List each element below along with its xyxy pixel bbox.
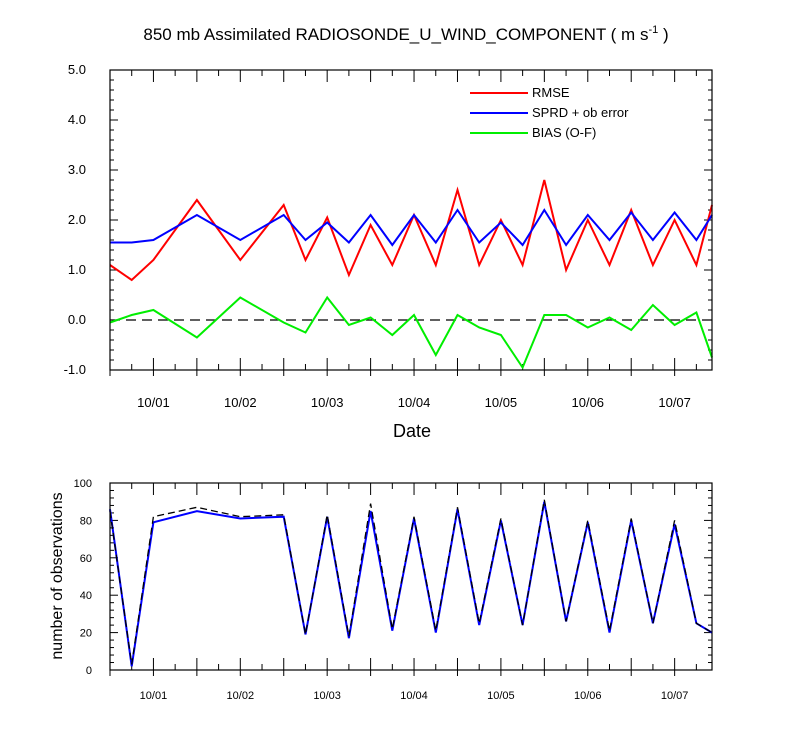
bottom-chart: 0 20 40 60 80 100 10/01 10/02 10/03 10/04 10/05 10… [49, 478, 713, 702]
x-tick-label: 10/02 [224, 395, 257, 410]
y-tick-label: 3.0 [68, 162, 86, 177]
top-chart: 850 mb Assimilated RADIOSONDE_U_WIND_COM… [64, 24, 713, 441]
y-tick-label: 100 [74, 478, 92, 490]
legend-label-bias: BIAS (O-F) [532, 125, 596, 140]
x-tick-label: 10/01 [140, 690, 168, 702]
x-tick-label: 10/06 [572, 395, 605, 410]
y-tick-label: 80 [80, 515, 92, 527]
y-tick-label: 0 [86, 665, 92, 677]
x-tick-label: 10/02 [227, 690, 255, 702]
possible-observations-line [109, 499, 713, 665]
legend: RMSE SPRD + ob error BIAS (O-F) [470, 85, 629, 140]
chart-title: 850 mb Assimilated RADIOSONDE_U_WIND_COM… [143, 24, 668, 44]
x-axis-title: Date [393, 421, 431, 441]
y-tick-label: 1.0 [68, 262, 86, 277]
bottom-plot-frame [109, 482, 713, 671]
legend-label-sprd: SPRD + ob error [532, 105, 629, 120]
y-axis-title-observations: number of observations [49, 492, 66, 659]
y-tick-label: -1.0 [64, 362, 86, 377]
sprd-line [110, 208, 713, 247]
x-tick-label: 10/01 [137, 395, 170, 410]
x-tick-label: 10/04 [400, 690, 428, 702]
y-tick-label: 5.0 [68, 62, 86, 77]
assimilated-observations-line [109, 501, 713, 667]
x-tick-label: 10/03 [313, 690, 341, 702]
y-tick-label: 40 [80, 590, 92, 602]
x-tick-label: 10/05 [485, 395, 518, 410]
x-tick-label: 10/05 [487, 690, 515, 702]
x-tick-label: 10/07 [661, 690, 689, 702]
y-tick-label: 20 [80, 628, 92, 640]
y-tick-label: 4.0 [68, 112, 86, 127]
x-tick-label: 10/06 [574, 690, 602, 702]
top-plot-frame [109, 69, 713, 371]
x-tick-label: 10/07 [658, 395, 691, 410]
y-tick-label: 60 [80, 553, 92, 565]
y-tick-label: 0.0 [68, 312, 86, 327]
legend-label-rmse: RMSE [532, 85, 570, 100]
x-tick-label: 10/04 [398, 395, 431, 410]
y-tick-label: 2.0 [68, 212, 86, 227]
bias-line [109, 295, 713, 370]
rmse-line [109, 179, 713, 282]
x-tick-label: 10/03 [311, 395, 344, 410]
